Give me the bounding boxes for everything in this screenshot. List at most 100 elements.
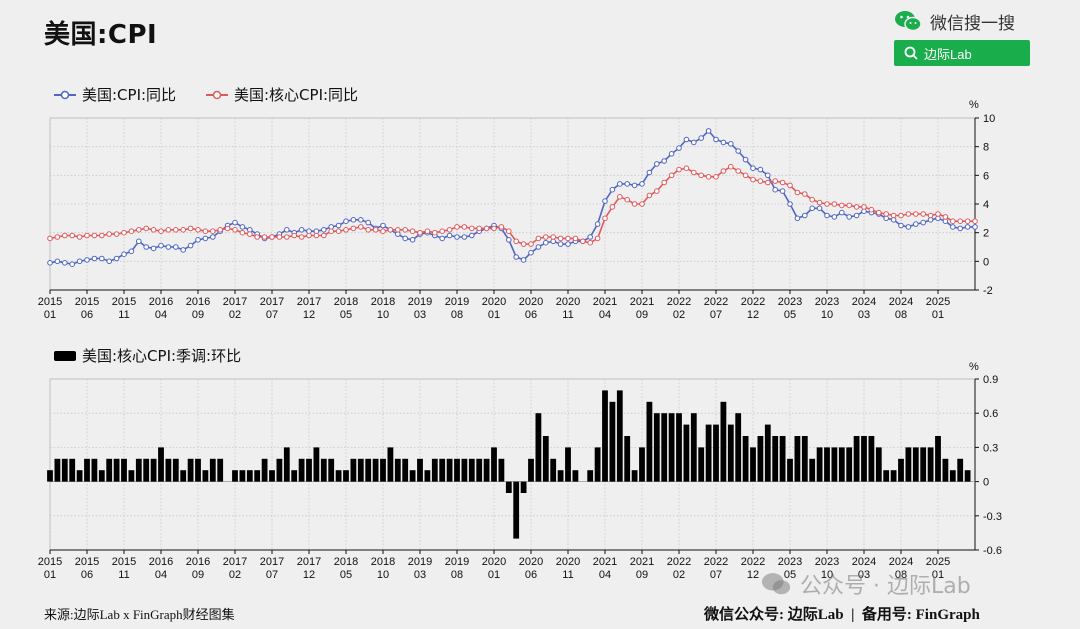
core-cpi-point <box>180 227 186 233</box>
core-cpi-point <box>483 225 490 232</box>
core-cpi-point <box>728 163 734 170</box>
cpi-point <box>557 241 564 247</box>
core-mom-bar <box>98 470 105 482</box>
cpi-point <box>365 219 372 226</box>
line-xtick-year: 2021 <box>630 296 654 308</box>
core-cpi-point <box>402 227 409 233</box>
cpi-point <box>964 224 971 230</box>
bar-xtick-month: 11 <box>562 569 573 581</box>
bar-xtick-month: 03 <box>858 569 870 581</box>
core-mom-bar <box>283 447 290 482</box>
core-mom-bar <box>942 458 949 482</box>
bar-xtick-month: 12 <box>303 569 315 581</box>
cpi-point <box>520 257 527 263</box>
core-cpi-point <box>261 234 268 240</box>
core-cpi-point <box>720 168 727 174</box>
search-button[interactable]: 边际Lab <box>894 40 1030 66</box>
bar-ytick-label: -0.6 <box>983 545 1002 557</box>
core-cpi-point <box>232 227 238 233</box>
core-mom-bar <box>957 458 964 482</box>
core-mom-bar <box>394 458 401 482</box>
bar-xtick-year: 2020 <box>482 556 506 568</box>
bar-xtick-year: 2020 <box>556 556 580 568</box>
cpi-point <box>846 214 853 220</box>
cpi-point <box>461 234 468 240</box>
core-cpi-point <box>461 224 468 230</box>
cpi-point <box>543 239 549 246</box>
cpi-point <box>617 181 623 187</box>
core-cpi-point <box>276 234 283 240</box>
core-mom-bar <box>357 458 364 482</box>
cpi-point <box>343 218 349 224</box>
core-cpi-point <box>269 234 275 240</box>
core-cpi-point <box>54 234 61 240</box>
cpi-point <box>232 219 238 226</box>
bar-xtick-year: 2015 <box>75 556 99 568</box>
line-xtick-month: 12 <box>747 309 759 321</box>
core-cpi-point <box>76 234 83 240</box>
cpi-point <box>173 244 179 250</box>
core-mom-bar <box>380 458 386 482</box>
cpi-point <box>350 217 357 223</box>
core-mom-bar <box>306 458 312 482</box>
line-xtick-month: 08 <box>451 309 463 321</box>
core-cpi-point <box>809 196 816 203</box>
legend-core-mom: 美国:核心CPI:季调:环比 <box>54 345 241 366</box>
cpi-point <box>335 222 342 229</box>
core-cpi-point <box>210 228 216 234</box>
core-cpi-point <box>624 196 631 203</box>
core-cpi-point <box>254 234 261 240</box>
core-cpi-point <box>417 229 423 236</box>
cpi-point <box>787 201 793 207</box>
search-label: 边际Lab <box>924 46 972 62</box>
core-cpi-point <box>543 234 549 240</box>
bar-xtick-year: 2020 <box>519 556 543 568</box>
core-mom-bar <box>335 470 342 482</box>
cpi-point <box>765 172 771 179</box>
core-cpi-point <box>594 235 601 242</box>
cpi-point <box>809 205 816 212</box>
cpi-point <box>824 212 830 219</box>
bar-ytick-label: 0.3 <box>983 442 998 454</box>
core-cpi-point <box>846 202 853 209</box>
core-mom-bar <box>187 458 194 482</box>
bar-xtick-year: 2016 <box>186 556 210 568</box>
core-mom-bar <box>520 481 527 493</box>
core-mom-bar <box>668 413 675 482</box>
line-xtick-year: 2023 <box>778 296 802 308</box>
footer-source: 来源:边际Lab x FinGraph财经图集 <box>44 607 235 622</box>
core-mom-bar <box>875 447 882 482</box>
core-cpi-point <box>239 229 246 236</box>
line-xtick-year: 2022 <box>741 296 765 308</box>
core-cpi-point <box>794 189 801 196</box>
legend-bar-marker <box>54 350 76 361</box>
core-mom-bar <box>535 413 542 482</box>
core-mom-bar <box>513 481 520 539</box>
wechat-search-brand[interactable]: 微信搜一搜 <box>894 8 1015 34</box>
cpi-point <box>831 214 838 220</box>
bar-xtick-month: 10 <box>821 569 833 581</box>
cpi-point <box>735 148 742 154</box>
core-cpi-point <box>713 174 719 180</box>
cpi-point <box>742 156 749 163</box>
core-cpi-point <box>935 211 941 217</box>
core-cpi-point <box>498 224 505 230</box>
wechat-search-text: 微信搜一搜 <box>930 13 1015 34</box>
core-mom-bar <box>927 447 934 482</box>
bar-xtick-month: 09 <box>192 569 204 581</box>
cpi-point <box>720 139 727 146</box>
line-xtick-month: 06 <box>81 309 93 321</box>
core-mom-bar <box>550 458 557 482</box>
bar-xtick-month: 11 <box>118 569 129 581</box>
core-mom-bar <box>949 470 956 482</box>
core-cpi-point <box>150 227 157 233</box>
core-mom-bar <box>653 413 660 482</box>
legend-cpi: 美国:CPI:同比 <box>54 84 176 105</box>
core-mom-bar <box>217 458 224 482</box>
core-cpi-point <box>409 228 416 234</box>
cpi-point <box>106 258 112 265</box>
core-mom-bar <box>461 458 468 482</box>
core-cpi-point <box>750 176 756 183</box>
core-mom-bar <box>69 458 76 482</box>
core-mom-bar <box>365 458 372 482</box>
